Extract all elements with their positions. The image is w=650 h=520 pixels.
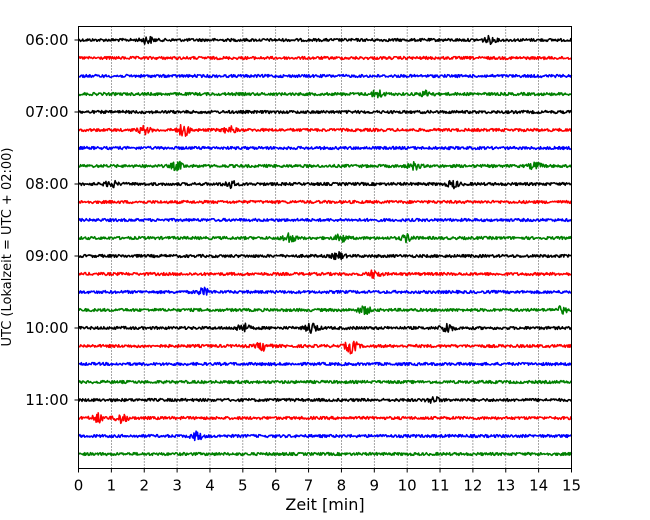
trace-1030 xyxy=(78,361,573,367)
trace-0630 xyxy=(78,73,573,79)
trace-0815 xyxy=(77,199,573,205)
x-tick-label: 8 xyxy=(337,477,347,495)
trace-0745 xyxy=(77,160,572,172)
x-tick-label: 11 xyxy=(430,477,449,495)
x-tick-label: 14 xyxy=(529,477,548,495)
x-tick-label: 2 xyxy=(139,477,149,495)
x-tick-label: 5 xyxy=(238,477,248,495)
trace-1145 xyxy=(78,451,573,457)
trace-1015 xyxy=(78,340,572,355)
x-axis: 0 1 2 3 4 5 6 7 8 9 10 11 12 13 14 15 xyxy=(74,468,581,495)
plot-frame xyxy=(78,26,572,469)
trace-0900 xyxy=(77,251,572,261)
trace-0930 xyxy=(78,286,572,296)
x-tick-label: 15 xyxy=(562,477,581,495)
x-tick-label: 0 xyxy=(74,477,84,495)
y-axis-label: UTC (Lokalzeit = UTC + 02:00) xyxy=(0,148,15,347)
y-tick-label: 08:00 xyxy=(25,175,68,193)
trace-1100 xyxy=(78,396,573,404)
traces xyxy=(77,34,573,457)
trace-1000 xyxy=(77,322,572,334)
trace-1130 xyxy=(77,430,573,442)
y-tick-label: 10:00 xyxy=(25,319,68,337)
x-tick-label: 10 xyxy=(398,477,417,495)
trace-1115 xyxy=(78,412,573,425)
y-tick-label: 07:00 xyxy=(25,103,68,121)
trace-1045 xyxy=(78,379,572,385)
y-tick-label: 06:00 xyxy=(25,31,68,49)
trace-0615 xyxy=(78,55,573,61)
trace-0700 xyxy=(77,109,573,115)
x-tick-label: 7 xyxy=(304,477,314,495)
x-tick-label: 4 xyxy=(205,477,215,495)
x-tick-label: 6 xyxy=(271,477,281,495)
trace-0800 xyxy=(77,179,572,190)
x-tick-label: 1 xyxy=(107,477,117,495)
trace-0715 xyxy=(77,124,573,137)
y-axis: 06:00 07:00 08:00 09:00 10:00 11:00 xyxy=(25,31,79,409)
x-axis-label: Zeit [min] xyxy=(285,495,364,514)
trace-0730 xyxy=(77,145,572,151)
y-tick-label: 11:00 xyxy=(25,391,68,409)
x-tick-label: 13 xyxy=(496,477,515,495)
x-tick-label: 3 xyxy=(172,477,182,495)
trace-0600 xyxy=(77,34,572,46)
trace-0945 xyxy=(78,305,572,316)
y-tick-label: 09:00 xyxy=(25,247,68,265)
x-tick-label: 12 xyxy=(463,477,482,495)
trace-0830 xyxy=(78,217,573,223)
trace-0915 xyxy=(78,269,572,279)
trace-0845 xyxy=(77,232,573,244)
trace-0645 xyxy=(77,89,572,99)
x-tick-label: 9 xyxy=(370,477,380,495)
